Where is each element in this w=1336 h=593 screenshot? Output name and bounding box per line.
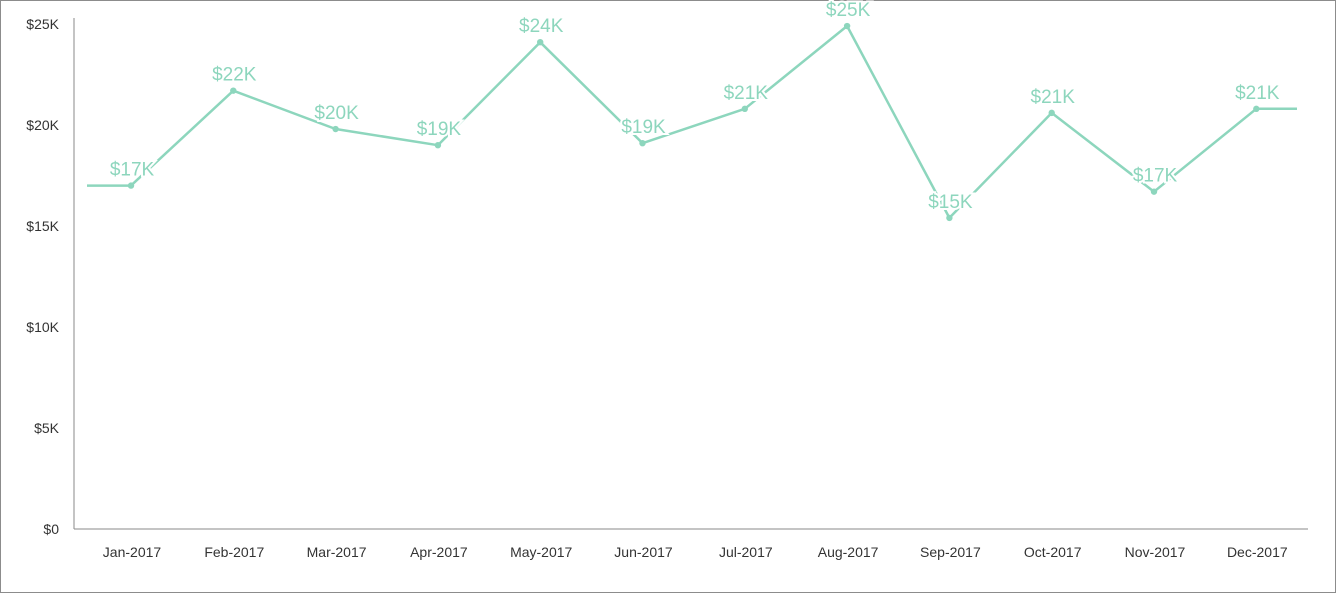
x-tick-label: Nov-2017 <box>1125 544 1186 560</box>
data-label: $24K <box>519 16 564 37</box>
y-tick-label: $5K <box>34 420 60 436</box>
data-point <box>537 38 544 46</box>
data-label: $19K <box>621 117 666 138</box>
x-tick-label: Aug-2017 <box>818 544 879 560</box>
data-label: $22K <box>212 65 257 86</box>
x-tick-label: Oct-2017 <box>1024 544 1082 560</box>
y-tick-label: $25K <box>26 16 59 32</box>
series-line <box>87 24 1297 220</box>
data-label: $20K <box>314 103 359 124</box>
y-tick-label: $10K <box>26 319 59 335</box>
x-tick-label: Dec-2017 <box>1227 544 1288 560</box>
x-tick-label: Mar-2017 <box>307 544 367 560</box>
data-point <box>741 105 748 113</box>
x-tick-label: Jun-2017 <box>614 544 673 560</box>
data-point <box>946 214 953 222</box>
data-point <box>127 182 135 189</box>
data-label: $21K <box>724 83 769 104</box>
x-tick-label: Apr-2017 <box>410 544 468 560</box>
data-point <box>332 125 339 133</box>
data-point <box>843 22 851 30</box>
y-tick-label: $0 <box>43 521 59 537</box>
x-tick-label: Sep-2017 <box>920 544 981 560</box>
data-point <box>1253 105 1260 113</box>
data-label: $17K <box>1133 166 1178 187</box>
data-label: $15K <box>928 192 973 213</box>
y-tick-label: $20K <box>26 117 59 133</box>
data-label: $21K <box>1031 87 1076 108</box>
data-point <box>434 142 442 149</box>
x-tick-label: May-2017 <box>510 544 572 560</box>
x-tick-label: Jan-2017 <box>103 544 162 560</box>
data-label: $21K <box>1235 83 1280 104</box>
data-point <box>639 139 646 147</box>
data-point <box>1048 109 1055 117</box>
x-tick-label: Jul-2017 <box>719 544 773 560</box>
y-tick-label: $15K <box>26 218 59 234</box>
data-label: $17K <box>110 160 155 181</box>
x-tick-label: Feb-2017 <box>204 544 264 560</box>
data-label: $25K <box>826 0 871 21</box>
data-label: $19K <box>417 119 462 140</box>
data-point <box>1150 188 1158 195</box>
data-point <box>230 87 237 94</box>
